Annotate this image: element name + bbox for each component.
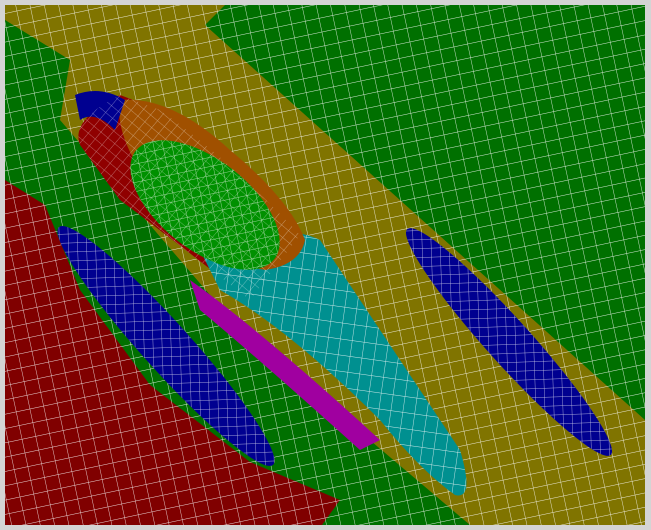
right-fin-mesh: [405, 228, 613, 456]
left-fin-mesh: [57, 226, 275, 466]
magenta-sliver: [190, 280, 380, 450]
cyan-body-mesh: [200, 232, 467, 496]
nose-mesh: [78, 95, 300, 300]
viewport: [5, 5, 645, 525]
